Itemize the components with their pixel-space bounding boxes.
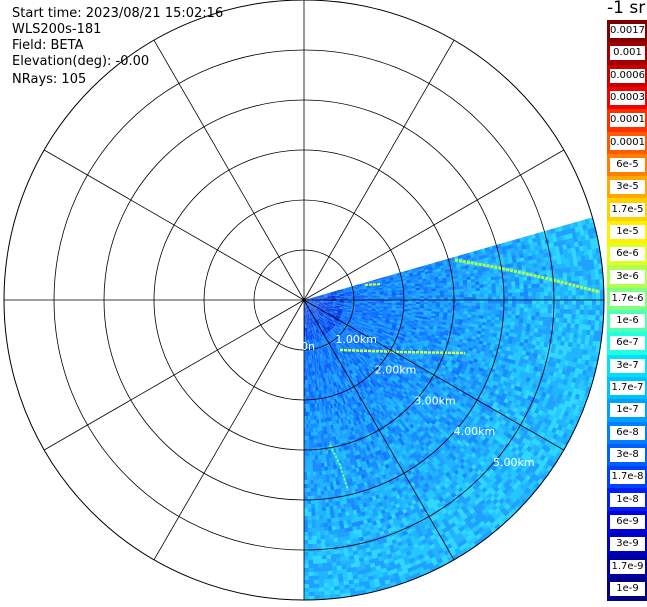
azimuth-spoke xyxy=(153,299,305,561)
colorbar-tick-label: 1.7e-7 xyxy=(610,381,645,396)
colorbar-tick-label: 6e-6 xyxy=(610,247,645,262)
azimuth-spoke xyxy=(43,149,305,301)
colorbar-tick-label: 6e-8 xyxy=(610,425,645,440)
elevation-text: Elevation(deg): -0.00 xyxy=(12,54,150,69)
colorbar-tick-label: 0.0001 xyxy=(610,135,645,150)
colorbar-tick-label: 3e-7 xyxy=(610,358,645,373)
colorbar-tick-label: 1e-8 xyxy=(610,492,645,507)
colorbar-tick-label: 1e-6 xyxy=(610,314,645,329)
colorbar-tick-label: 1e-9 xyxy=(610,581,645,596)
colorbar-tick-label: 0.0003 xyxy=(610,91,645,106)
colorbar-tick-label: 6e-7 xyxy=(610,336,645,351)
colorbar-tick-label: 1.7e-6 xyxy=(610,291,645,306)
azimuth-spoke xyxy=(303,149,565,301)
polar-grid xyxy=(3,0,605,601)
range-ring-label: 1.00km xyxy=(335,333,377,346)
colorbar-tick-label: 1.7e-8 xyxy=(610,470,645,485)
range-ring-label: 3.00km xyxy=(414,394,456,407)
colorbar-tick-label: 0.001 xyxy=(610,46,645,61)
colorbar-tick-label: 3e-8 xyxy=(610,448,645,462)
range-ring-label: 2.00km xyxy=(375,364,417,377)
colorbar-tick-label: 0.00017 xyxy=(610,113,645,128)
field-text: Field: BETA xyxy=(12,38,84,53)
colorbar-tick-label: 1.7e-5 xyxy=(610,202,645,217)
colorbar-tick-label: 6e-5 xyxy=(610,158,645,172)
instrument-text: WLS200s-181 xyxy=(12,22,102,37)
range-ring-label: 5.00km xyxy=(493,456,535,469)
azimuth-spoke xyxy=(303,299,565,451)
nrays-text: NRays: 105 xyxy=(12,72,87,87)
azimuth-spoke xyxy=(153,39,305,301)
colorbar-tick-label: 6e-9 xyxy=(610,514,645,529)
colorbar-title: -1 sr xyxy=(607,0,646,18)
azimuth-spoke xyxy=(303,299,455,561)
azimuth-spoke xyxy=(303,39,455,301)
azimuth-spoke xyxy=(43,299,305,451)
range-labels: 1.00km 2.00km 3.00km 4.00km 5.00km 0n xyxy=(301,333,535,469)
colorbar-tick-label: 3e-6 xyxy=(610,269,645,284)
colorbar-tick-label: 3e-9 xyxy=(610,537,645,552)
colorbar-tick-label: 3e-5 xyxy=(610,180,645,195)
colorbar-tick-label: 1e-5 xyxy=(610,224,645,239)
colorbar-tick-label: 1e-7 xyxy=(610,403,645,418)
origin-label: 0n xyxy=(301,340,315,353)
colorbar-tick-label: 1.7e-9 xyxy=(610,559,645,574)
start-time-text: Start time: 2023/08/21 15:02:16 xyxy=(12,6,224,21)
colorbar-tick-label: 0.0006 xyxy=(610,68,645,83)
range-ring-label: 4.00km xyxy=(454,425,496,438)
colorbar-tick-label: 0.0017 xyxy=(610,24,645,39)
